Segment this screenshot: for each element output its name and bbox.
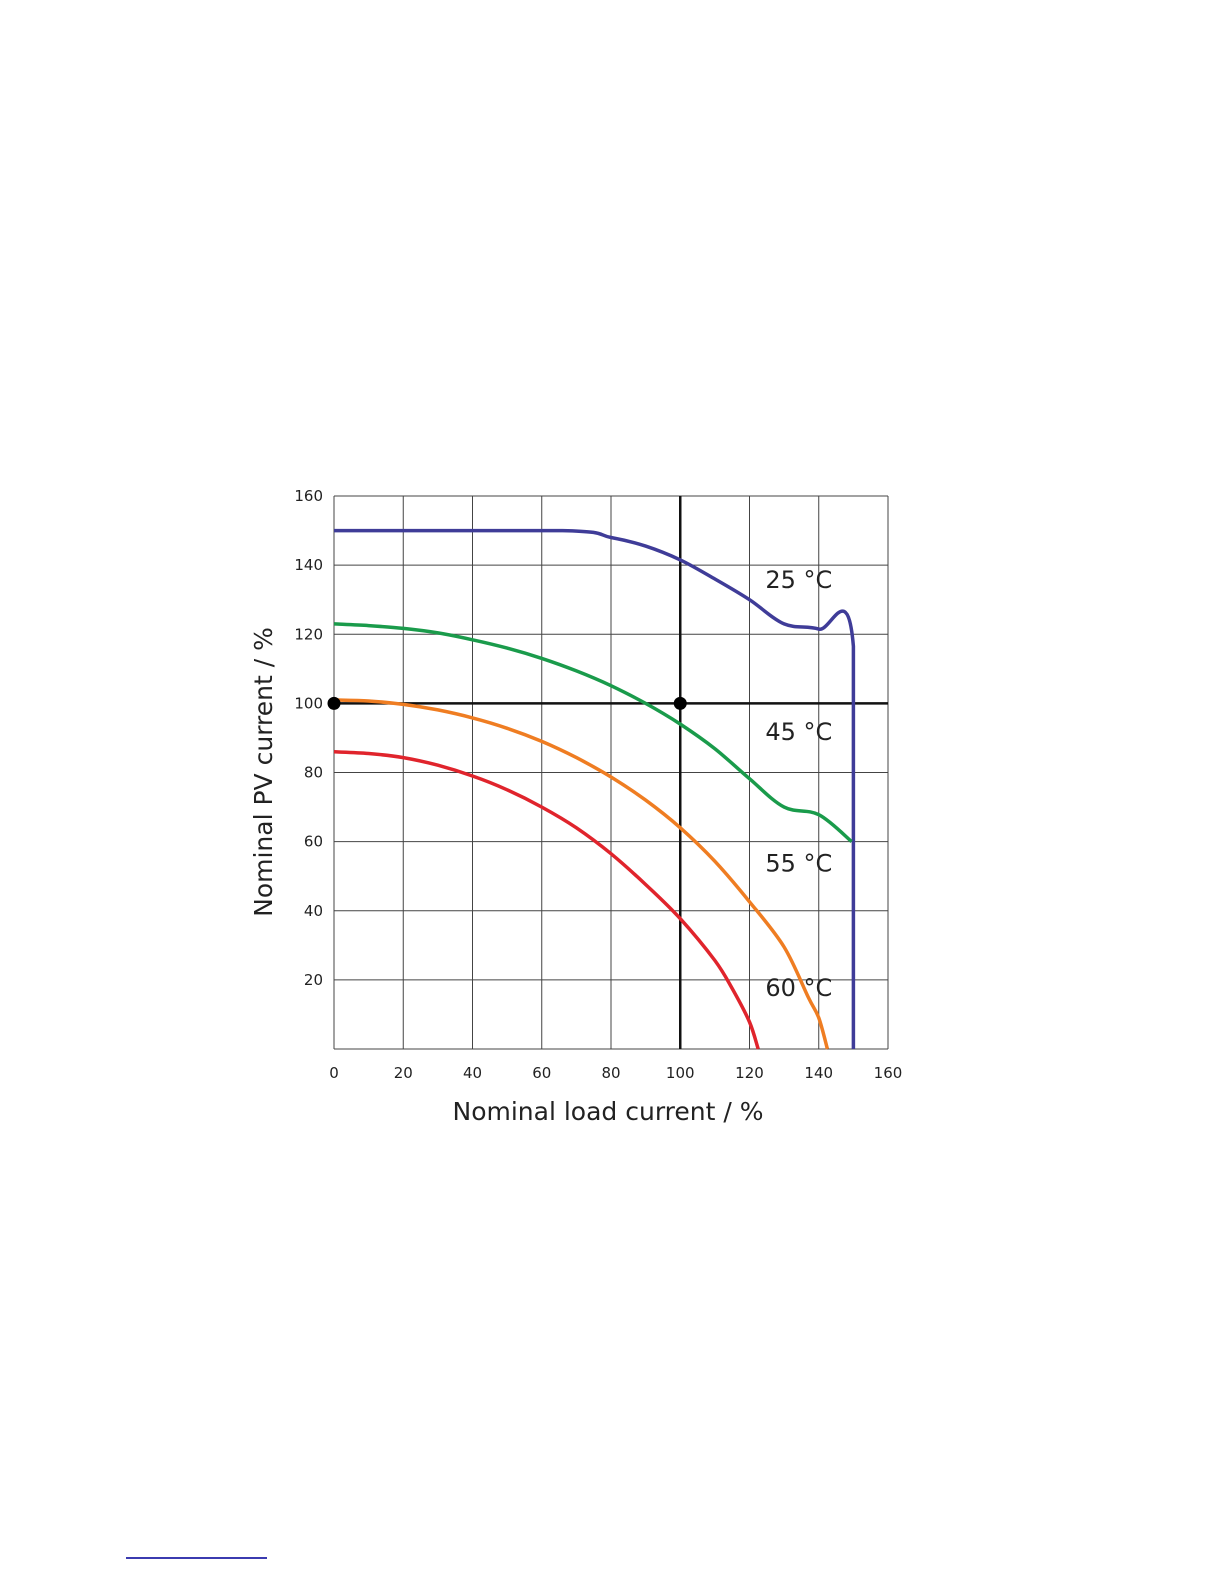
y-tick-label: 20 (304, 971, 323, 989)
footnote-rule (126, 1557, 267, 1559)
x-tick-label: 140 (804, 1064, 833, 1082)
y-tick-label: 100 (294, 694, 323, 712)
series-line-1 (333, 622, 853, 843)
x-tick-label: 120 (735, 1064, 764, 1082)
markers (327, 696, 687, 710)
series-label-3: 60 °C (765, 974, 832, 1002)
series-label-0: 25 °C (765, 566, 832, 594)
reference-lines (334, 496, 888, 1049)
data-marker (327, 696, 341, 710)
x-tick-label: 80 (601, 1064, 620, 1082)
data-marker (673, 696, 687, 710)
x-tick-label: 20 (394, 1064, 413, 1082)
x-tick-label: 60 (532, 1064, 551, 1082)
y-tick-label: 60 (304, 833, 323, 851)
series-label-1: 45 °C (765, 718, 832, 746)
y-axis-title: Nominal PV current / % (249, 627, 278, 917)
x-tick-label: 100 (666, 1064, 695, 1082)
x-tick-label: 160 (874, 1064, 903, 1082)
series-lines (333, 528, 856, 1050)
y-tick-label: 140 (294, 556, 323, 574)
series-labels: 25 °C 45 °C 55 °C 60 °C (765, 566, 832, 1002)
y-tick-label: 80 (304, 764, 323, 782)
x-axis-ticks: 0 20 40 60 80 100 120 140 160 (329, 1064, 902, 1082)
x-tick-label: 40 (463, 1064, 482, 1082)
series-label-2: 55 °C (765, 849, 832, 877)
y-tick-label: 120 (294, 625, 323, 643)
y-tick-label: 40 (304, 902, 323, 920)
x-axis-title: Nominal load current / % (453, 1097, 764, 1126)
y-tick-label: 160 (294, 487, 323, 505)
x-tick-label: 0 (329, 1064, 339, 1082)
series-line-3 (333, 750, 760, 1050)
series-line-0 (334, 528, 856, 1049)
series-line-2 (333, 698, 830, 1050)
y-axis-ticks: 20 40 60 80 100 120 140 160 (294, 487, 323, 989)
